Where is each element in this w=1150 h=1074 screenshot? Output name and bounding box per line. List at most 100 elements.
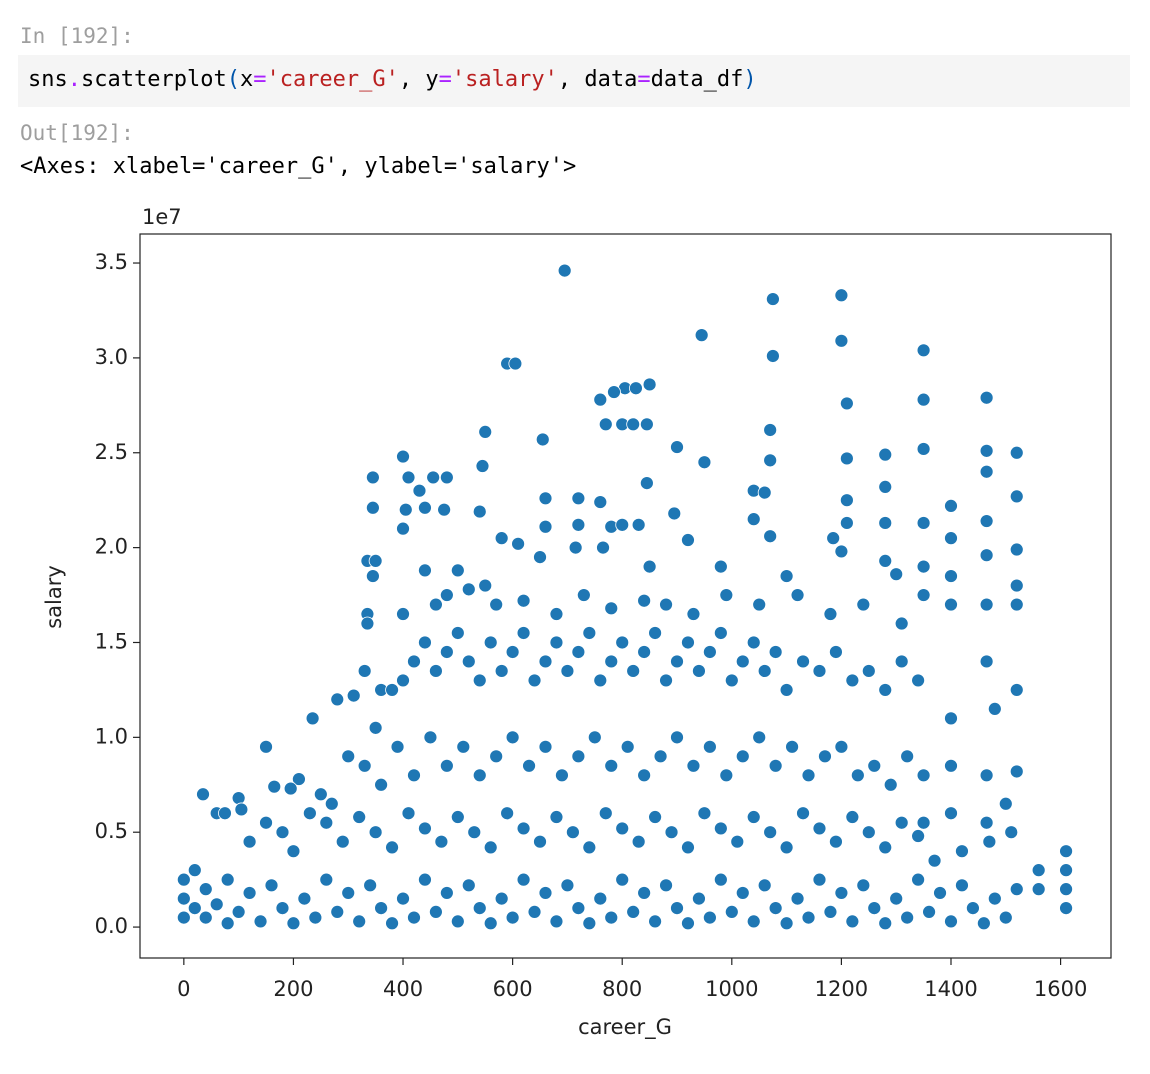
point — [916, 343, 931, 358]
point — [766, 292, 780, 306]
point — [615, 517, 630, 532]
point — [390, 739, 405, 754]
point — [801, 910, 816, 925]
point — [987, 891, 1002, 906]
point — [176, 910, 191, 925]
point — [834, 886, 849, 900]
point — [979, 768, 994, 783]
point — [845, 914, 860, 929]
point — [218, 806, 232, 821]
point — [423, 730, 438, 745]
point — [834, 739, 849, 754]
point — [763, 529, 778, 544]
point — [681, 533, 695, 547]
point — [297, 891, 312, 906]
code-cell[interactable]: sns.scatterplot(x='career_G', y='salary'… — [18, 55, 1130, 107]
point — [659, 673, 673, 688]
y-tick-label: 3.0 — [95, 345, 128, 369]
point — [418, 821, 432, 836]
point — [385, 840, 399, 855]
point — [916, 588, 931, 602]
point — [697, 455, 712, 470]
point — [275, 825, 290, 840]
point — [330, 904, 345, 919]
code-token: 'career_G' — [266, 67, 399, 92]
point — [450, 626, 465, 640]
point — [538, 654, 553, 669]
point — [352, 914, 367, 929]
point — [231, 791, 246, 805]
point — [604, 758, 619, 773]
point — [839, 396, 854, 411]
point — [785, 739, 799, 754]
point — [763, 453, 778, 468]
point — [894, 654, 909, 669]
point — [911, 872, 926, 887]
point — [752, 730, 767, 745]
code-token: 'salary' — [451, 67, 558, 92]
point — [639, 417, 654, 432]
point — [1009, 489, 1024, 504]
point — [365, 569, 380, 583]
point — [933, 886, 947, 900]
point — [253, 914, 268, 929]
point — [385, 916, 399, 931]
point — [587, 730, 602, 745]
point — [768, 645, 783, 659]
point — [571, 517, 586, 532]
x-tick-label: 1000 — [705, 977, 758, 1001]
point — [494, 531, 509, 546]
code-token: scatterplot — [81, 67, 227, 92]
point — [694, 328, 709, 343]
point — [385, 683, 399, 697]
point — [604, 601, 619, 616]
code-token: . — [67, 67, 81, 92]
point — [796, 654, 810, 669]
plot-frame — [139, 233, 1112, 959]
point — [834, 544, 849, 559]
point — [979, 548, 994, 563]
point — [911, 673, 926, 688]
point — [702, 739, 717, 754]
point — [516, 593, 531, 608]
point — [648, 626, 662, 640]
point — [363, 878, 378, 893]
point — [826, 531, 841, 546]
point — [439, 470, 454, 485]
point — [533, 550, 547, 565]
point — [900, 749, 915, 764]
point — [724, 673, 739, 688]
point — [681, 840, 695, 855]
point — [571, 901, 586, 916]
point — [582, 626, 597, 640]
input-prompt: In [192]: — [20, 24, 134, 48]
point — [944, 569, 958, 583]
point — [944, 597, 958, 612]
point — [1009, 882, 1024, 897]
point — [839, 493, 854, 508]
point — [998, 796, 1013, 811]
point — [598, 806, 613, 821]
point — [198, 910, 213, 925]
point — [702, 910, 717, 925]
point — [439, 588, 454, 602]
point — [335, 834, 350, 849]
point — [1031, 863, 1046, 878]
point — [308, 910, 323, 925]
point — [511, 536, 525, 551]
point — [839, 516, 854, 530]
code-token: = — [438, 67, 452, 92]
point — [757, 664, 772, 678]
code-token: = — [637, 67, 651, 92]
point — [357, 758, 372, 773]
point — [746, 810, 761, 824]
point — [418, 500, 432, 515]
point — [593, 891, 608, 906]
point — [324, 796, 339, 811]
point — [845, 673, 860, 688]
point — [516, 626, 531, 640]
point — [533, 834, 547, 849]
point — [341, 749, 356, 764]
point — [757, 485, 772, 500]
point — [352, 810, 367, 824]
